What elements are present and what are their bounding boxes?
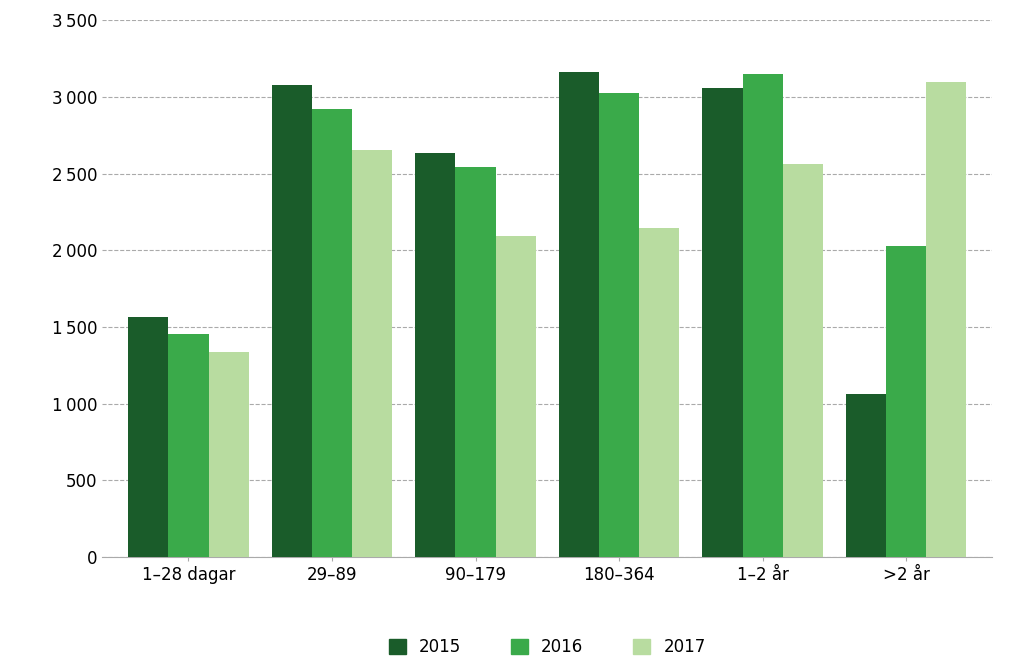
Bar [352, 150, 392, 557]
Bar [272, 85, 312, 557]
Bar [169, 333, 209, 557]
Bar [743, 74, 783, 557]
Bar [886, 246, 926, 557]
Bar [846, 394, 886, 557]
Bar [703, 89, 743, 557]
Bar [599, 93, 639, 557]
Bar [783, 164, 822, 557]
Bar [415, 153, 455, 557]
Bar [455, 167, 495, 557]
Bar [495, 236, 536, 557]
Bar [128, 317, 169, 557]
Bar [312, 109, 352, 557]
Bar [639, 228, 679, 557]
Legend: 2015, 2016, 2017: 2015, 2016, 2017 [381, 629, 714, 664]
Bar [926, 83, 967, 557]
Bar [209, 352, 249, 557]
Bar [559, 72, 599, 557]
